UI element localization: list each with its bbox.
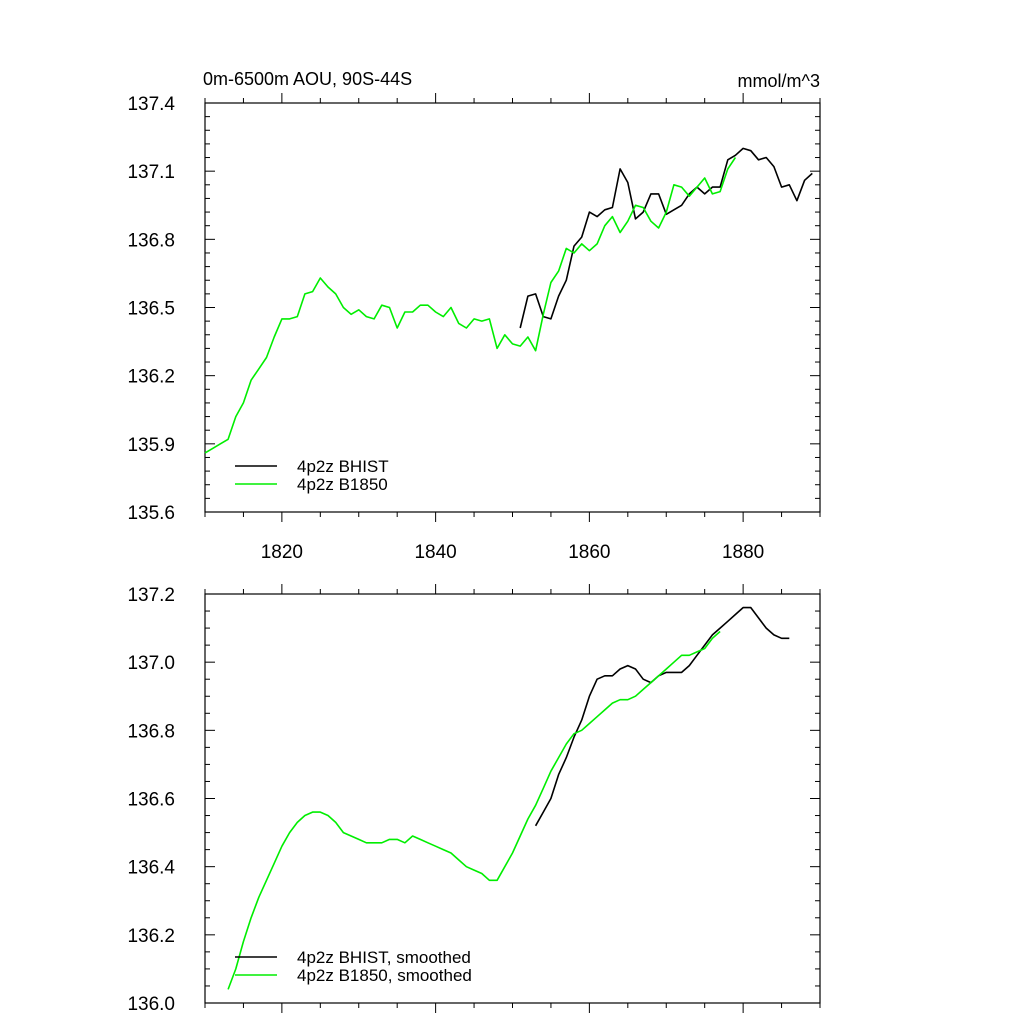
y-tick-label: 136.5 bbox=[127, 299, 175, 320]
x-tick-label: 1880 bbox=[722, 542, 764, 563]
legend-label: 4p2z B1850, smoothed bbox=[297, 966, 472, 985]
y-tick-label: 136.2 bbox=[127, 367, 175, 388]
units-label: mmol/m^3 bbox=[738, 71, 820, 91]
series-line-b1850 bbox=[227, 630, 721, 990]
y-tick-label: 136.2 bbox=[127, 926, 175, 947]
y-tick-label: 136.8 bbox=[127, 230, 175, 251]
x-tick-label: 1820 bbox=[261, 542, 303, 563]
y-tick-label: 136.4 bbox=[127, 858, 175, 879]
y-tick-label: 137.1 bbox=[127, 162, 175, 183]
legend-label: 4p2z BHIST bbox=[297, 457, 389, 476]
x-tick-label: 1860 bbox=[568, 542, 610, 563]
series-line-bhist bbox=[534, 606, 790, 827]
plot-frame bbox=[204, 593, 821, 1004]
y-tick-label: 137.2 bbox=[127, 585, 175, 606]
y-tick-label: 136.8 bbox=[127, 721, 175, 742]
y-tick-label: 137.0 bbox=[127, 653, 175, 674]
bottom-panel: 136.0 136.2 136.4 136.6 136.8 137.0 137.2 4p2z … bbox=[127, 584, 821, 1015]
legend-label: 4p2z BHIST, smoothed bbox=[297, 948, 471, 967]
series-line-b1850 bbox=[204, 157, 737, 454]
y-tick-label: 135.9 bbox=[127, 435, 175, 456]
x-tick-label: 1840 bbox=[414, 542, 456, 563]
plot-frame bbox=[204, 102, 821, 513]
y-tick-label: 136.0 bbox=[127, 994, 175, 1015]
top-panel: 135.6 135.9 136.2 136.5 136.8 137.1 137.4 1820 1… bbox=[127, 69, 821, 563]
y-tick-label: 137.4 bbox=[127, 94, 175, 115]
y-tick-label: 135.6 bbox=[127, 503, 175, 524]
chart-title: 0m-6500m AOU, 90S-44S bbox=[203, 69, 412, 89]
y-tick-label: 136.6 bbox=[127, 790, 175, 811]
series-line-bhist bbox=[519, 147, 813, 329]
legend-label: 4p2z B1850 bbox=[297, 475, 388, 494]
